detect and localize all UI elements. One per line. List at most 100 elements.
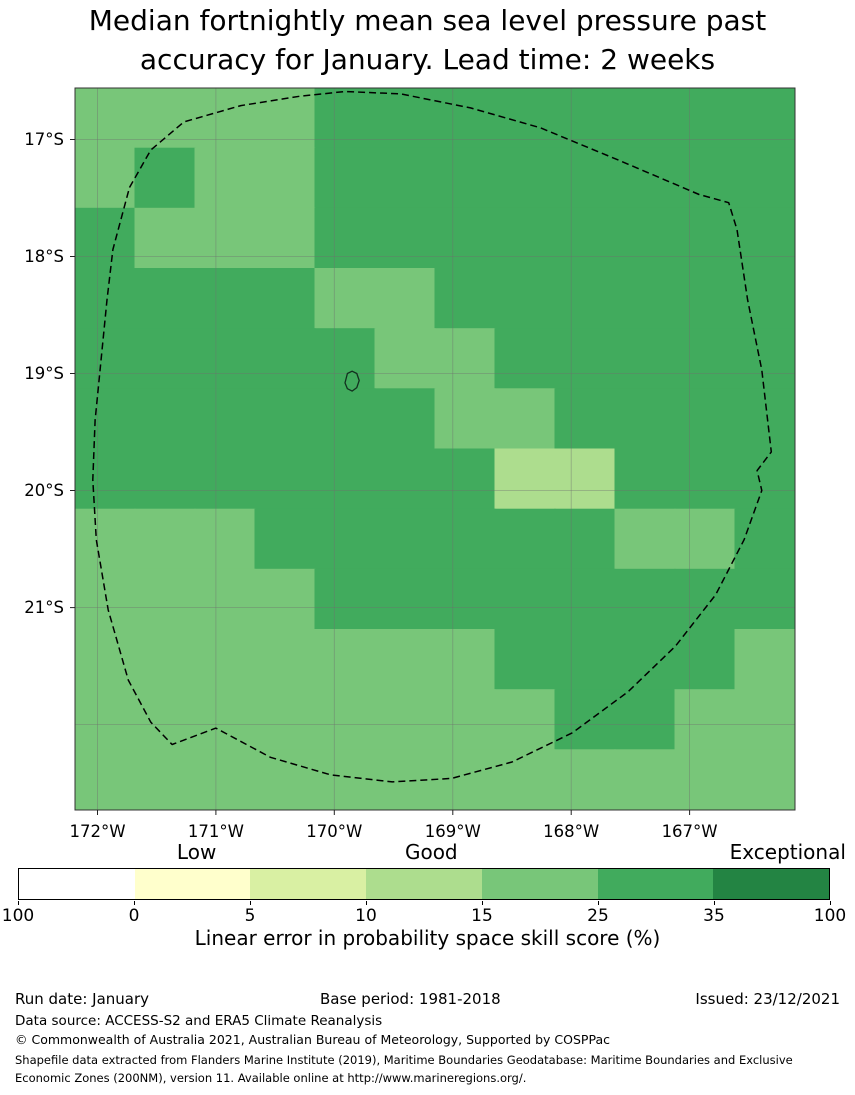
heatmap-cell [194,508,256,570]
heatmap-cell [554,268,616,330]
y-tick-label: 20°S [24,481,64,500]
heatmap-cell [134,147,196,209]
heatmap-cell [75,328,136,390]
heatmap-cell [374,147,436,209]
heatmap-cell [75,749,136,810]
heatmap-cell [674,328,736,390]
heatmap-cell [494,147,556,209]
colorbar-tick-label: 10 [355,906,377,926]
heatmap-cell [314,508,376,570]
colorbar-tick-mark [249,901,251,905]
heatmap-cell [75,629,136,691]
colorbar-tick-mark [829,901,831,905]
map-layer [75,88,795,810]
y-tick-label: 21°S [24,598,64,617]
x-tick-label: 167°W [662,822,718,838]
heatmap-cell [194,749,256,810]
heatmap-cell [674,88,736,149]
heatmap-cell [374,448,436,510]
heatmap-cell [194,388,256,450]
heatmap-cell [674,629,736,691]
heatmap-cell [134,508,196,570]
heatmap-cell [674,147,736,209]
x-tick-label: 168°W [543,822,599,838]
colorbar-segment [713,869,830,899]
quality-label-good: Good [404,840,458,864]
heatmap-cell [674,749,736,810]
heatmap-cell [314,448,376,510]
run-date: Run date: January [15,990,150,1008]
heatmap-cell [314,689,376,751]
heatmap-cell [254,508,316,570]
colorbar-tick-label: 25 [587,906,609,926]
colorbar-ticks: 100 0 5 10 15 25 35 100 [0,901,855,929]
x-tick-label: 172°W [69,822,125,838]
heatmap-cell [134,268,196,330]
heatmap-cell [734,689,795,751]
base-period: Base period: 1981-2018 [320,990,501,1008]
heatmap-cell [194,207,256,269]
eez-boundary [92,90,773,783]
heatmap-cell [494,508,556,570]
heatmap-cell [134,749,196,810]
heatmap-cell [75,268,136,330]
heatmap-cell [374,629,436,691]
heatmap-cell [194,568,256,630]
heatmap-cell [194,689,256,751]
heatmap-cell [734,207,795,269]
heatmap-cell [314,328,376,390]
heatmap-cell [554,207,616,269]
heatmap-cell [75,568,136,630]
chart-title-line1: Median fortnightly mean sea level pressu… [88,4,767,37]
heatmap-cell [374,207,436,269]
heatmap-cell [434,508,496,570]
heatmap-cell [374,568,436,630]
heatmap-cell [374,689,436,751]
colorbar-segment [366,869,482,899]
heatmap-cell [734,568,795,630]
heatmap-cell [434,568,496,630]
heatmap-cell [614,268,676,330]
heatmap-cell [554,749,616,810]
shapefile-note: Shapefile data extracted from Flanders M… [15,1053,793,1085]
heatmap-cell [254,268,316,330]
heatmap-cell [614,568,676,630]
heatmap-cell [554,689,616,751]
heatmap-cell [254,328,316,390]
colorbar-tick-mark [597,901,599,905]
heatmap-cell [254,629,316,691]
heatmap-cell [614,88,676,149]
heatmap-cell [494,268,556,330]
chart-title-line2: accuracy for January. Lead time: 2 weeks [139,42,716,76]
colorbar-quality-labels: Low Good Exceptional [0,840,855,866]
heatmap-cell [494,448,556,510]
heatmap-cell [734,749,795,810]
heatmap-cell [434,689,496,751]
heatmap-cell [254,388,316,450]
colorbar-tick-label: 100 [813,906,847,926]
heatmap-cell [254,749,316,810]
heatmap-cell [194,147,256,209]
colorbar-caption: Linear error in probability space skill … [194,926,661,950]
map-plot: 172°W 171°W 170°W 169°W 168°W 167°W 17°S 18°S 19… [24,87,796,838]
colorbar-tick-label: 100 [1,906,35,926]
heatmap-cell [134,328,196,390]
heatmap-cell [494,207,556,269]
heatmap-cell [75,88,136,149]
heatmap-cell [614,448,676,510]
heatmap-cell [554,388,616,450]
heatmap-cell [194,448,256,510]
heatmap-cell [554,629,616,691]
quality-label-exceptional: Exceptional [729,840,846,864]
heatmap-cell [734,448,795,510]
heatmap-cell [314,749,376,810]
copyright-line: © Commonwealth of Australia 2021, Austra… [15,1032,610,1047]
heatmap-cell [434,88,496,149]
quality-label-low: Low [176,840,217,864]
heatmap-cell [134,388,196,450]
heatmap-cell [734,629,795,691]
heatmap-cell [614,689,676,751]
heatmap-cell [75,388,136,450]
heatmap-cell [614,328,676,390]
colorbar-tick-mark [133,901,135,905]
